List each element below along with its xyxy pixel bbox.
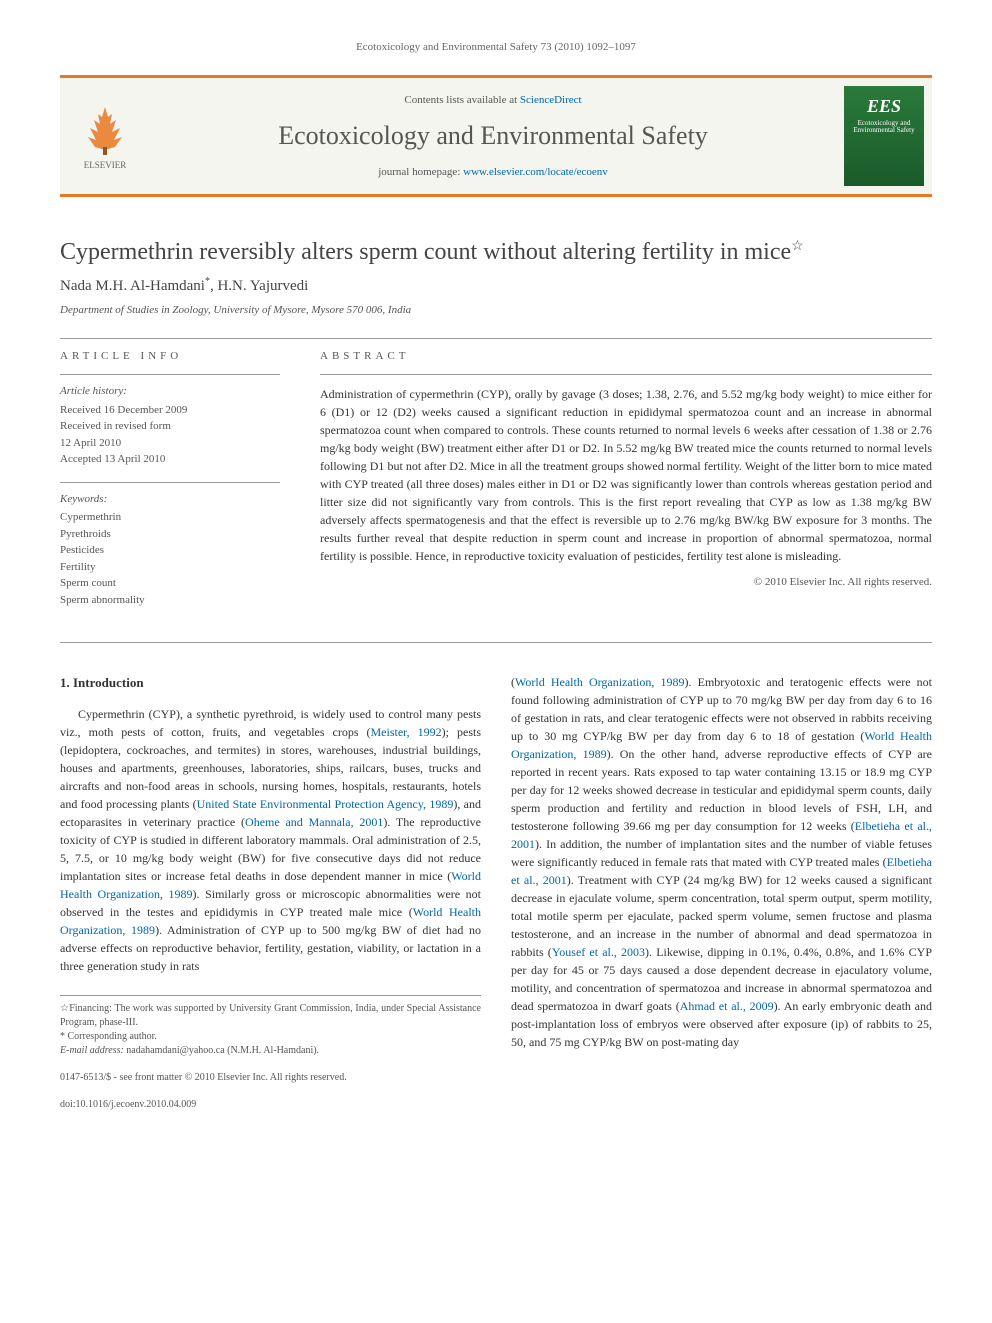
keyword: Sperm count [60, 575, 280, 592]
cover-subtitle: Ecotoxicology and Environmental Safety [844, 120, 924, 135]
keyword: Fertility [60, 559, 280, 576]
author-1: Nada M.H. Al-Hamdani [60, 278, 205, 294]
corr-text: Corresponding author. [68, 1031, 157, 1042]
journal-title: Ecotoxicology and Environmental Safety [150, 118, 836, 154]
article-history-block: Article history: Received 16 December 20… [60, 374, 280, 468]
keyword: Pesticides [60, 542, 280, 559]
accepted-line: Accepted 13 April 2010 [60, 451, 280, 468]
article-info-label: ARTICLE INFO [60, 349, 280, 364]
body-paragraph: Cypermethrin (CYP), a synthetic pyrethro… [60, 705, 481, 975]
corresponding-footnote: * Corresponding author. [60, 1030, 481, 1044]
contents-prefix: Contents lists available at [404, 94, 519, 106]
affiliation: Department of Studies in Zoology, Univer… [60, 303, 932, 318]
author-2: H.N. Yajurvedi [217, 278, 308, 294]
homepage-prefix: journal homepage: [378, 166, 463, 178]
journal-banner: ELSEVIER Contents lists available at Sci… [60, 75, 932, 197]
running-header: Ecotoxicology and Environmental Safety 7… [60, 40, 932, 55]
footnotes-block: ☆Financing: The work was supported by Un… [60, 995, 481, 1058]
banner-center: Contents lists available at ScienceDirec… [150, 81, 836, 192]
abstract-label: ABSTRACT [320, 349, 932, 364]
body-column-2: (World Health Organization, 1989). Embry… [511, 673, 932, 1112]
article-title: Cypermethrin reversibly alters sperm cou… [60, 237, 932, 268]
authors-line: Nada M.H. Al-Hamdani*, H.N. Yajurvedi [60, 275, 932, 297]
keywords-block: Keywords: Cypermethrin Pyrethroids Pesti… [60, 482, 280, 609]
intro-heading: 1. Introduction [60, 673, 481, 693]
journal-cover-thumbnail: EES Ecotoxicology and Environmental Safe… [844, 86, 924, 186]
revised-date: 12 April 2010 [60, 435, 280, 452]
financing-text: Financing: The work was supported by Uni… [60, 1003, 481, 1028]
keyword: Sperm abnormality [60, 592, 280, 609]
homepage-line: journal homepage: www.elsevier.com/locat… [150, 165, 836, 180]
homepage-link[interactable]: www.elsevier.com/locate/ecoenv [463, 166, 608, 178]
issn-line: 0147-6513/$ - see front matter © 2010 El… [60, 1070, 481, 1085]
elsevier-tree-icon [80, 102, 130, 157]
article-header-columns: ARTICLE INFO Article history: Received 1… [60, 349, 932, 622]
body-paragraph: (World Health Organization, 1989). Embry… [511, 673, 932, 1051]
contents-line: Contents lists available at ScienceDirec… [150, 93, 836, 108]
title-text: Cypermethrin reversibly alters sperm cou… [60, 239, 791, 265]
history-head: Article history: [60, 383, 280, 400]
citation-link[interactable]: Oheme and Mannala, 2001 [245, 815, 383, 829]
divider [60, 338, 932, 339]
financing-footnote: ☆Financing: The work was supported by Un… [60, 1002, 481, 1030]
abstract-text: Administration of cypermethrin (CYP), or… [320, 374, 932, 565]
email-label: E-mail address: [60, 1045, 124, 1056]
divider [60, 642, 932, 643]
citation-link[interactable]: World Health Organization, 1989 [515, 675, 685, 689]
title-footnote-marker: ☆ [791, 239, 804, 254]
citation-link[interactable]: Meister, 1992 [371, 725, 442, 739]
sciencedirect-link[interactable]: ScienceDirect [520, 94, 582, 106]
text-run: ). In addition, the number of implantati… [511, 837, 932, 869]
elsevier-logo: ELSEVIER [60, 86, 150, 186]
abstract-copyright: © 2010 Elsevier Inc. All rights reserved… [320, 575, 932, 590]
keyword: Cypermethrin [60, 509, 280, 526]
citation-link[interactable]: Ahmad et al., 2009 [680, 999, 774, 1013]
body-column-1: 1. Introduction Cypermethrin (CYP), a sy… [60, 673, 481, 1112]
footnote-marker: ☆ [60, 1003, 69, 1014]
keywords-head: Keywords: [60, 491, 280, 508]
citation-link[interactable]: United State Environmental Protection Ag… [197, 797, 454, 811]
keyword: Pyrethroids [60, 526, 280, 543]
doi-line: doi:10.1016/j.ecoenv.2010.04.009 [60, 1097, 481, 1112]
revised-line: Received in revised form [60, 418, 280, 435]
email-footnote: E-mail address: nadahamdani@yahoo.ca (N.… [60, 1044, 481, 1058]
received-line: Received 16 December 2009 [60, 402, 280, 419]
publisher-name: ELSEVIER [84, 159, 127, 172]
article-info-column: ARTICLE INFO Article history: Received 1… [60, 349, 280, 622]
body-columns: 1. Introduction Cypermethrin (CYP), a sy… [60, 673, 932, 1112]
email-address: nadahamdani@yahoo.ca (N.M.H. Al-Hamdani)… [124, 1045, 319, 1056]
citation-link[interactable]: Yousef et al., 2003 [552, 945, 645, 959]
cover-abbrev: EES [867, 94, 901, 119]
abstract-column: ABSTRACT Administration of cypermethrin … [320, 349, 932, 622]
footnote-marker: * [60, 1031, 65, 1042]
